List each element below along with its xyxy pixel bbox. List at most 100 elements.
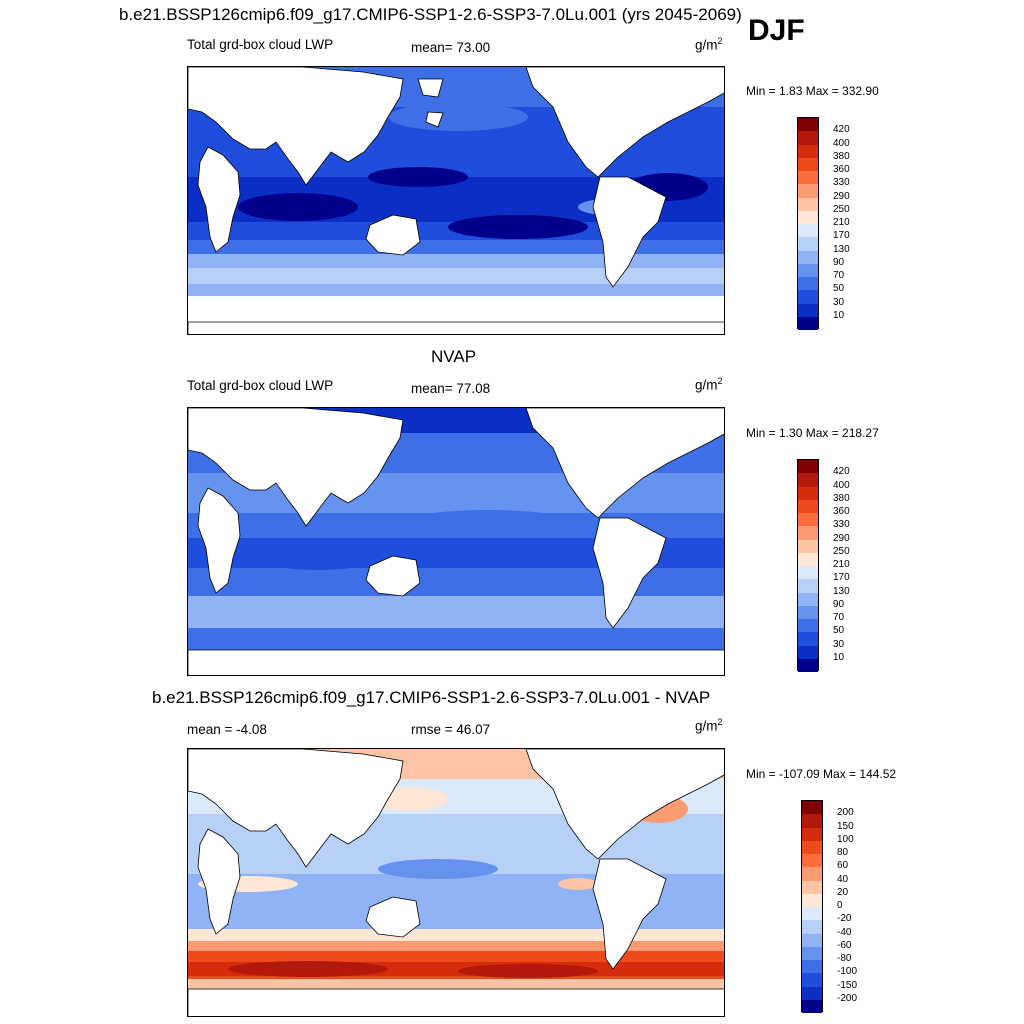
colorbar-tick-label: 210 [833,559,850,570]
colorbar-swatch [802,867,822,881]
colorbar-tick-label: 90 [833,256,845,268]
colorbar-swatch [798,237,818,251]
colorbar-tick-label: 20 [837,886,849,898]
colorbar-tick-label: 250 [833,545,850,557]
colorbar-swatch [798,513,818,527]
colorbar-tick-label: 130 [833,585,850,597]
panel3-units-label: g/m2 [695,717,723,734]
colorbar-tick-label: 170 [833,230,850,242]
colorbar-swatch [798,250,818,264]
colorbar-tick-label: -20 [837,913,852,925]
colorbar-tick-label: 400 [833,479,850,491]
colorbar-swatch [798,303,818,317]
panel1-minmax: Min = 1.83 Max = 332.90 [746,84,879,98]
colorbar-swatch [802,960,822,974]
colorbar-tick-label: 170 [833,572,850,584]
colorbar-tick-label: 330 [833,177,850,189]
colorbar-swatch [802,999,822,1013]
panel2-variable-label: Total grd-box cloud LWP [187,378,334,393]
colorbar-swatch [798,316,818,330]
colorbar-swatch [798,499,818,513]
colorbar-swatch [798,539,818,553]
colorbar-swatch [798,658,818,672]
colorbar-swatch [798,224,818,238]
colorbar-swatch [798,526,818,540]
panel1-map [187,66,725,335]
colorbar-tick-label: 130 [833,243,850,255]
colorbar-swatch [798,144,818,158]
colorbar-swatch [798,619,818,633]
colorbar-tick-label: 50 [833,625,845,637]
colorbar-swatch [798,579,818,593]
colorbar-tick-label: 200 [837,807,854,819]
panel3-map [187,748,725,1017]
colorbar-swatch [802,986,822,1000]
colorbar-tick-label: 380 [833,150,850,162]
colorbar-swatch [802,840,822,854]
colorbar-tick-label: 420 [833,466,850,478]
colorbar-swatch [802,907,822,921]
season-label: DJF [748,14,805,47]
colorbar-swatch [802,880,822,894]
colorbar-tick-label: 250 [833,203,850,215]
colorbar-tick-label: 0 [837,900,843,911]
panel2-mean-label: mean= 77.08 [411,381,491,396]
colorbar-tick-label: 70 [833,612,845,623]
colorbar-tick-label: 330 [833,519,850,531]
colorbar-tick-label: 380 [833,492,850,504]
colorbar-swatch [802,854,822,868]
colorbar-swatch [798,171,818,185]
panel3-rmse-label: rmse = 46.07 [411,722,491,737]
colorbar-swatch [798,566,818,580]
colorbar-tick-label: -60 [837,939,852,951]
colorbar-swatch [802,933,822,947]
colorbar-swatch [798,118,818,132]
colorbar-swatch [798,460,818,474]
colorbar-swatch [798,605,818,619]
colorbar-swatch [798,157,818,171]
panel2-minmax: Min = 1.30 Max = 218.27 [746,426,879,440]
panel1-colorbar [797,117,819,330]
colorbar-swatch [798,131,818,145]
colorbar-tick-label: 360 [833,164,850,175]
panel3-mean-label: mean = -4.08 [187,722,267,737]
colorbar-tick-label: 30 [833,296,845,308]
colorbar-tick-label: 150 [837,820,854,832]
colorbar-tick-label: 100 [837,833,854,845]
colorbar-tick-label: 90 [833,598,845,610]
colorbar-tick-label: -40 [837,926,852,938]
panel2-title: NVAP [431,347,477,366]
colorbar-swatch [798,263,818,277]
colorbar-swatch [798,486,818,500]
panel1-units-label: g/m2 [695,36,723,53]
colorbar-swatch [802,973,822,987]
colorbar-swatch [802,827,822,841]
panel3-title: b.e21.BSSP126cmip6.f09_g17.CMIP6-SSP1-2.… [152,688,711,707]
colorbar-tick-label: 10 [833,651,845,663]
colorbar-tick-label: 420 [833,124,850,136]
colorbar-swatch [798,552,818,566]
colorbar-swatch [802,893,822,907]
colorbar-tick-label: -150 [837,979,858,991]
colorbar-tick-label: 70 [833,270,845,281]
colorbar-tick-label: 60 [837,860,849,872]
colorbar-tick-label: 30 [833,638,845,650]
colorbar-swatch [798,290,818,304]
colorbar-tick-label: -100 [837,966,858,978]
colorbar-swatch [798,184,818,198]
panel1-mean-label: mean= 73.00 [411,40,491,55]
colorbar-swatch [798,197,818,211]
colorbar-swatch [798,473,818,487]
colorbar-tick-label: 80 [837,847,849,858]
colorbar-tick-label: 290 [833,532,850,544]
panel2-colorbar [797,459,819,672]
colorbar-tick-label: 40 [837,873,849,885]
colorbar-tick-label: -80 [837,953,852,964]
colorbar-tick-label: -200 [837,992,858,1004]
colorbar-tick-label: 50 [833,283,845,295]
panel2-units-label: g/m2 [695,376,723,393]
panel1-title: b.e21.BSSP126cmip6.f09_g17.CMIP6-SSP1-2.… [119,5,742,24]
colorbar-swatch [798,210,818,224]
colorbar-swatch [802,920,822,934]
panel2-map [187,407,725,676]
